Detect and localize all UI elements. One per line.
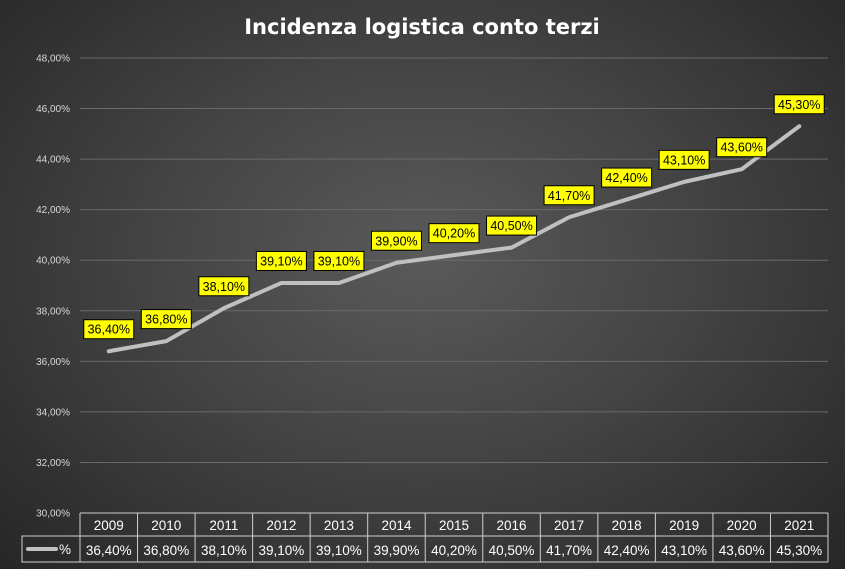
data-label-text: 39,90%: [375, 234, 417, 248]
table-value: 36,40%: [86, 543, 132, 558]
data-label-box: [255, 250, 307, 271]
data-labels: 36,40% 36,80% 38,10% 39,10% 39,10% 39,90% 40,2…: [83, 94, 825, 340]
chart-title: Incidenza logistica conto terzi: [244, 15, 600, 39]
data-label-box: [543, 185, 595, 206]
x-tick-label: 2011: [209, 518, 238, 533]
data-label: 40,20%: [428, 223, 480, 244]
data-label-box: [601, 167, 653, 188]
table-value: 39,90%: [374, 543, 420, 558]
data-label-text: 43,10%: [663, 153, 705, 167]
table-value: 43,10%: [661, 543, 707, 558]
x-tick-label: 2020: [727, 518, 757, 533]
data-label: 43,60%: [716, 137, 768, 158]
data-label: 39,10%: [313, 250, 365, 271]
data-label: 45,30%: [773, 94, 825, 115]
table-value: 38,10%: [201, 543, 247, 558]
y-tick-label: 46,00%: [36, 104, 70, 115]
x-tick-label: 2021: [784, 518, 814, 533]
data-label-box: [140, 309, 192, 330]
x-tick-label: 2010: [151, 518, 181, 533]
data-label-text: 39,10%: [318, 254, 360, 268]
data-label-box: [486, 215, 538, 236]
data-label: 40,50%: [486, 215, 538, 236]
y-tick-label: 40,00%: [36, 256, 70, 267]
data-label-text: 43,60%: [720, 141, 762, 155]
table-value: 42,40%: [604, 543, 650, 558]
data-label: 36,40%: [83, 319, 135, 340]
x-tick-label: 2012: [266, 518, 296, 533]
data-label: 38,10%: [198, 276, 250, 297]
data-label-box: [428, 223, 480, 244]
x-tick-label: 2016: [497, 518, 527, 533]
data-label-text: 36,80%: [145, 313, 187, 327]
legend-series-name: %: [59, 542, 71, 557]
y-tick-label: 32,00%: [36, 458, 70, 469]
data-label-box: [716, 137, 768, 158]
data-label-text: 36,40%: [88, 323, 130, 337]
data-label-text: 41,70%: [548, 189, 590, 203]
table-value: 40,50%: [489, 543, 535, 558]
table-value: 45,30%: [776, 543, 822, 558]
data-label-text: 40,50%: [490, 219, 532, 233]
gridlines: [80, 57, 828, 463]
y-tick-label: 44,00%: [36, 155, 70, 166]
data-label-box: [198, 276, 250, 297]
data-label-box: [313, 250, 365, 271]
y-axis-ticks: 30,00% 32,00% 34,00% 36,00% 38,00% 40,00% 42,0…: [36, 54, 70, 520]
data-label-text: 40,20%: [433, 227, 475, 241]
data-label: 42,40%: [601, 167, 653, 188]
x-tick-label: 2013: [324, 518, 354, 533]
y-tick-label: 48,00%: [36, 54, 70, 65]
data-label-box: [773, 94, 825, 115]
data-table: % 2009 36,40% 2010 36,80% 2011 38,10% 2012 39,1…: [21, 512, 829, 563]
x-tick-label: 2014: [381, 518, 412, 533]
x-tick-label: 2018: [612, 518, 642, 533]
table-value: 40,20%: [431, 543, 477, 558]
data-label: 36,80%: [140, 309, 192, 330]
y-tick-label: 42,00%: [36, 205, 70, 216]
data-label-text: 38,10%: [203, 280, 245, 294]
data-label: 43,10%: [658, 149, 710, 170]
data-label: 41,70%: [543, 185, 595, 206]
data-label-box: [370, 230, 422, 251]
data-label-box: [658, 149, 710, 170]
data-label: 39,10%: [255, 250, 307, 271]
table-value: 39,10%: [258, 543, 304, 558]
y-tick-label: 30,00%: [36, 509, 70, 520]
data-label: 39,90%: [370, 230, 422, 251]
x-tick-label: 2019: [669, 518, 699, 533]
x-tick-label: 2009: [94, 518, 124, 533]
table-value: 43,60%: [719, 543, 765, 558]
data-label-box: [83, 319, 135, 340]
x-tick-label: 2017: [554, 518, 584, 533]
table-value: 39,10%: [316, 543, 362, 558]
data-label-text: 42,40%: [605, 171, 647, 185]
data-label-text: 45,30%: [778, 98, 820, 112]
y-tick-label: 34,00%: [36, 407, 70, 418]
y-tick-label: 38,00%: [36, 306, 70, 317]
series-line: [106, 124, 802, 354]
table-value: 36,80%: [143, 543, 189, 558]
x-tick-label: 2015: [439, 518, 469, 533]
table-value: 41,70%: [546, 543, 592, 558]
data-label-text: 39,10%: [260, 254, 302, 268]
y-tick-label: 36,00%: [36, 357, 70, 368]
